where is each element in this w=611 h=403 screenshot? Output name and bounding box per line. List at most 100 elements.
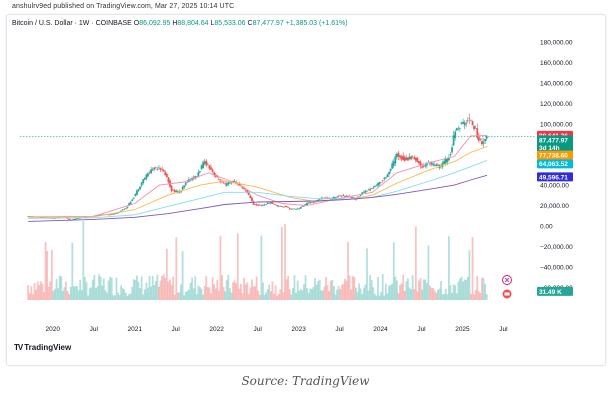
- candle-body: [399, 155, 401, 158]
- candle-body: [296, 208, 299, 210]
- candle-body: [482, 142, 485, 144]
- candle-body: [444, 158, 447, 164]
- volume-bar: [184, 291, 187, 300]
- volume-bar: [479, 293, 482, 300]
- volume-bar: [35, 289, 37, 300]
- volume-bar: [303, 284, 305, 300]
- chart-panel[interactable]: [6, 14, 606, 366]
- volume-bar: [421, 289, 424, 300]
- volume-bar: [69, 286, 72, 300]
- candle-body: [306, 202, 308, 205]
- candle-body: [359, 194, 362, 196]
- volume-bar: [411, 275, 414, 300]
- volume-bar: [441, 294, 444, 300]
- candle-body: [175, 190, 178, 192]
- candle-body: [317, 199, 320, 201]
- volume-bar: [143, 289, 146, 300]
- volume-bar: [162, 274, 165, 300]
- candle-body: [224, 183, 227, 185]
- candle-body: [470, 120, 472, 122]
- volume-bar: [296, 280, 299, 300]
- x-tick-label: 2025: [455, 326, 470, 333]
- volume-bar: [169, 279, 171, 300]
- volume-bar: [43, 292, 45, 300]
- candle-body: [72, 219, 75, 220]
- volume-bar: [285, 279, 288, 300]
- volume-bar: [389, 285, 392, 300]
- candle-body: [269, 202, 272, 204]
- candle-body: [258, 204, 261, 206]
- candle-body: [377, 183, 379, 186]
- volume-bar: [132, 279, 135, 300]
- candle-body: [350, 197, 353, 199]
- volume-bar: [68, 294, 71, 300]
- volume-bar: [463, 279, 466, 300]
- candle-body: [268, 203, 271, 204]
- volume-bar: [60, 276, 63, 300]
- candle-body: [279, 205, 282, 207]
- candle-body: [238, 183, 241, 186]
- volume-bar: [274, 285, 277, 300]
- candle-body: [474, 128, 477, 129]
- candle-body: [414, 157, 417, 161]
- price-tag-label: 31.49 K: [539, 289, 562, 296]
- candle-body: [312, 202, 315, 203]
- tradingview-logo-mark: TV: [14, 343, 23, 352]
- candle-body: [77, 218, 80, 219]
- dividend-icon-glyph: [504, 292, 510, 296]
- volume-bar: [321, 290, 324, 300]
- volume-bar: [318, 279, 321, 300]
- volume-bar: [402, 274, 405, 300]
- volume-bar: [202, 294, 204, 300]
- price-tag: [537, 135, 573, 145]
- candle-body: [388, 172, 390, 175]
- volume-bar: [329, 280, 332, 300]
- candle-body: [110, 214, 113, 216]
- volume-bar: [284, 223, 286, 300]
- volume-bar: [299, 288, 302, 300]
- volume-bar: [465, 280, 468, 300]
- volume-bar: [140, 276, 143, 300]
- candle-body: [473, 125, 476, 130]
- candle-body: [295, 209, 297, 210]
- tradingview-logo[interactable]: TV TradingView: [14, 343, 71, 352]
- close-value: 87,477.97: [252, 20, 284, 27]
- volume-bar: [47, 286, 50, 300]
- symbol-title[interactable]: Bitcoin / U.S. Dollar · 1W · COINBASE: [12, 20, 132, 27]
- volume-bar: [221, 275, 223, 300]
- volume-bar: [315, 284, 318, 300]
- candle-body: [284, 205, 286, 207]
- volume-bar: [113, 295, 116, 300]
- volume-bar: [161, 275, 164, 300]
- volume-bar: [200, 288, 203, 300]
- candle-body: [334, 197, 337, 199]
- volume-bar: [265, 292, 268, 300]
- candle-body: [397, 152, 400, 157]
- change-value: +1,385.03 (+1.61%): [285, 20, 348, 27]
- candle-body: [301, 206, 304, 207]
- moving-average-cyan: [28, 160, 488, 219]
- candle-body: [142, 179, 145, 184]
- volume-bar: [76, 286, 78, 300]
- volume-bar: [455, 293, 458, 300]
- candle-body: [367, 189, 370, 191]
- volume-bar: [369, 275, 372, 300]
- volume-bar: [309, 288, 312, 300]
- volume-bar: [399, 284, 401, 300]
- candle-body: [408, 156, 411, 160]
- candle-body: [205, 160, 208, 166]
- candle-body: [200, 165, 203, 169]
- volume-bar: [246, 282, 249, 300]
- candle-body: [150, 169, 152, 174]
- event-icon[interactable]: [502, 275, 512, 285]
- volume-bar: [65, 281, 67, 300]
- volume-bar: [142, 294, 145, 300]
- volume-bar: [91, 279, 94, 300]
- candle-body: [386, 174, 389, 178]
- price-tag-label: 77,738.60: [539, 153, 568, 160]
- candle-body: [462, 121, 464, 124]
- candle-body: [233, 180, 236, 182]
- volume-bar: [167, 281, 170, 300]
- volume-bar: [101, 285, 104, 300]
